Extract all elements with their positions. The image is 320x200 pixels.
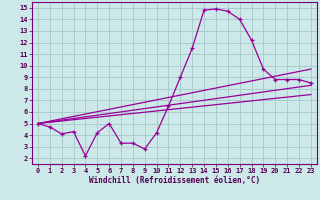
X-axis label: Windchill (Refroidissement éolien,°C): Windchill (Refroidissement éolien,°C) [89, 176, 260, 185]
